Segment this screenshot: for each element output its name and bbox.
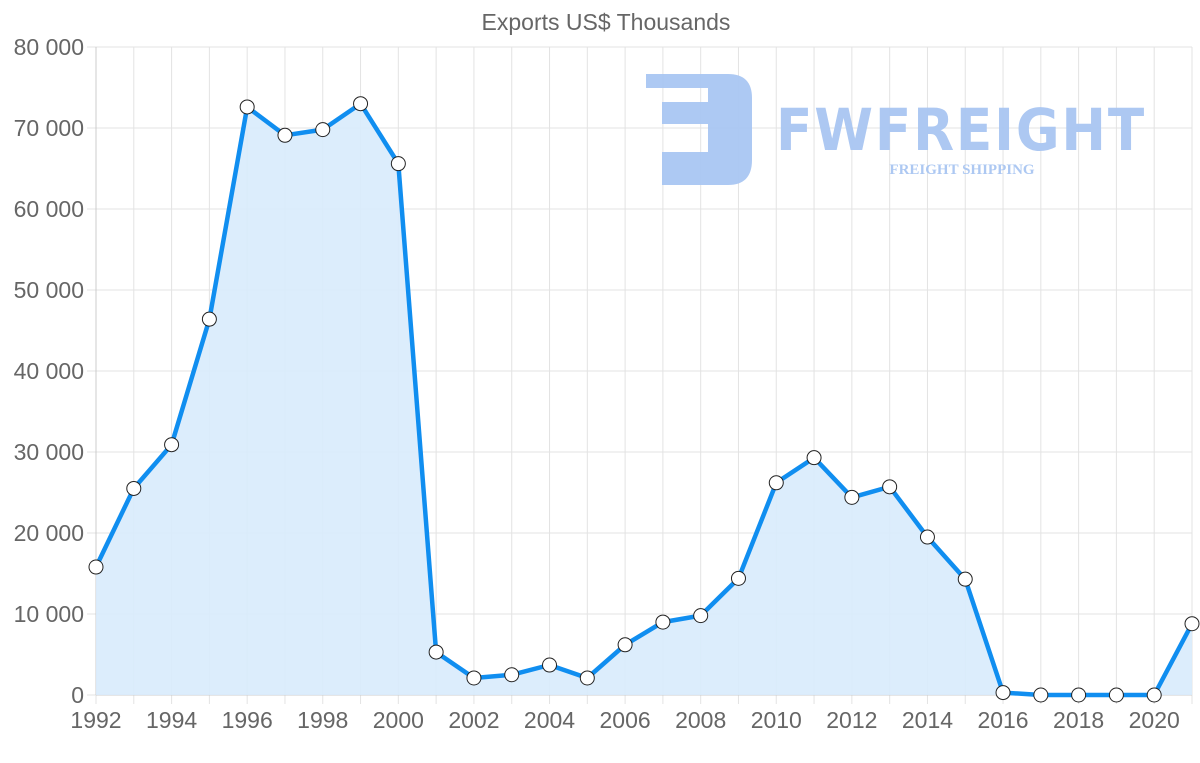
data-point-marker[interactable]	[164, 437, 180, 453]
data-point-marker[interactable]	[1108, 687, 1124, 703]
data-point-marker[interactable]	[919, 529, 935, 545]
x-tick-label: 2016	[977, 707, 1028, 733]
data-point-marker[interactable]	[730, 570, 746, 586]
data-point-marker[interactable]	[201, 311, 217, 327]
y-tick-label: 20 000	[14, 520, 84, 546]
data-point-marker[interactable]	[542, 657, 558, 673]
y-tick-label: 40 000	[14, 358, 84, 384]
y-tick-label: 60 000	[14, 196, 84, 222]
data-point-marker[interactable]	[88, 559, 104, 575]
x-tick-label: 2006	[600, 707, 651, 733]
data-point-marker[interactable]	[353, 96, 369, 112]
x-tick-label: 2012	[826, 707, 877, 733]
y-tick-label: 30 000	[14, 439, 84, 465]
data-point-marker[interactable]	[466, 670, 482, 686]
x-tick-label: 1992	[70, 707, 121, 733]
x-axis: 1992 1994 1996 1998 2000 2002 2004 2006 2008 2010…	[70, 707, 1179, 733]
y-tick-label: 70 000	[14, 115, 84, 141]
data-point-marker[interactable]	[806, 450, 822, 466]
x-tick-label: 2010	[751, 707, 802, 733]
x-tick-label: 2004	[524, 707, 575, 733]
data-point-marker[interactable]	[957, 571, 973, 587]
watermark-brand: FWFREIGHT	[776, 96, 1146, 164]
data-point-marker[interactable]	[1033, 687, 1049, 703]
data-point-marker[interactable]	[390, 156, 406, 172]
y-axis: 0 10 000 20 000 30 000 40 000 50 000 60 000 70 …	[14, 34, 84, 708]
y-tick-label: 50 000	[14, 277, 84, 303]
data-point-marker[interactable]	[882, 479, 898, 495]
watermark-tagline: FREIGHT SHIPPING	[889, 162, 1034, 178]
x-tick-label: 2000	[373, 707, 424, 733]
data-point-marker[interactable]	[1184, 616, 1200, 632]
fwfreight-logo-icon	[646, 74, 752, 185]
data-point-marker[interactable]	[1071, 687, 1087, 703]
y-tick-label: 10 000	[14, 601, 84, 627]
exports-series	[88, 96, 1200, 703]
series-area-fill	[96, 103, 1192, 695]
data-point-marker[interactable]	[126, 480, 142, 496]
x-tick-label: 1996	[222, 707, 273, 733]
y-tick-label: 80 000	[14, 34, 84, 60]
data-point-marker[interactable]	[693, 608, 709, 624]
data-point-marker[interactable]	[277, 127, 293, 143]
x-tick-label: 1994	[146, 707, 197, 733]
data-point-marker[interactable]	[617, 637, 633, 653]
data-point-marker[interactable]	[844, 489, 860, 505]
data-point-marker[interactable]	[768, 475, 784, 491]
fwfreight-watermark: FWFREIGHT FREIGHT SHIPPING	[646, 74, 1146, 185]
data-point-marker[interactable]	[428, 644, 444, 660]
x-tick-label: 2008	[675, 707, 726, 733]
x-tick-label: 2002	[448, 707, 499, 733]
x-tick-label: 1998	[297, 707, 348, 733]
y-tick-label: 0	[71, 682, 84, 708]
data-point-marker[interactable]	[504, 667, 520, 683]
x-tick-label: 2020	[1129, 707, 1180, 733]
data-point-marker[interactable]	[1146, 687, 1162, 703]
x-tick-label: 2018	[1053, 707, 1104, 733]
chart-title: Exports US$ Thousands	[482, 9, 731, 35]
data-point-marker[interactable]	[995, 685, 1011, 701]
data-point-marker[interactable]	[655, 614, 671, 630]
data-point-marker[interactable]	[315, 122, 331, 138]
data-point-marker[interactable]	[579, 670, 595, 686]
data-point-marker[interactable]	[239, 99, 255, 115]
x-tick-label: 2014	[902, 707, 953, 733]
